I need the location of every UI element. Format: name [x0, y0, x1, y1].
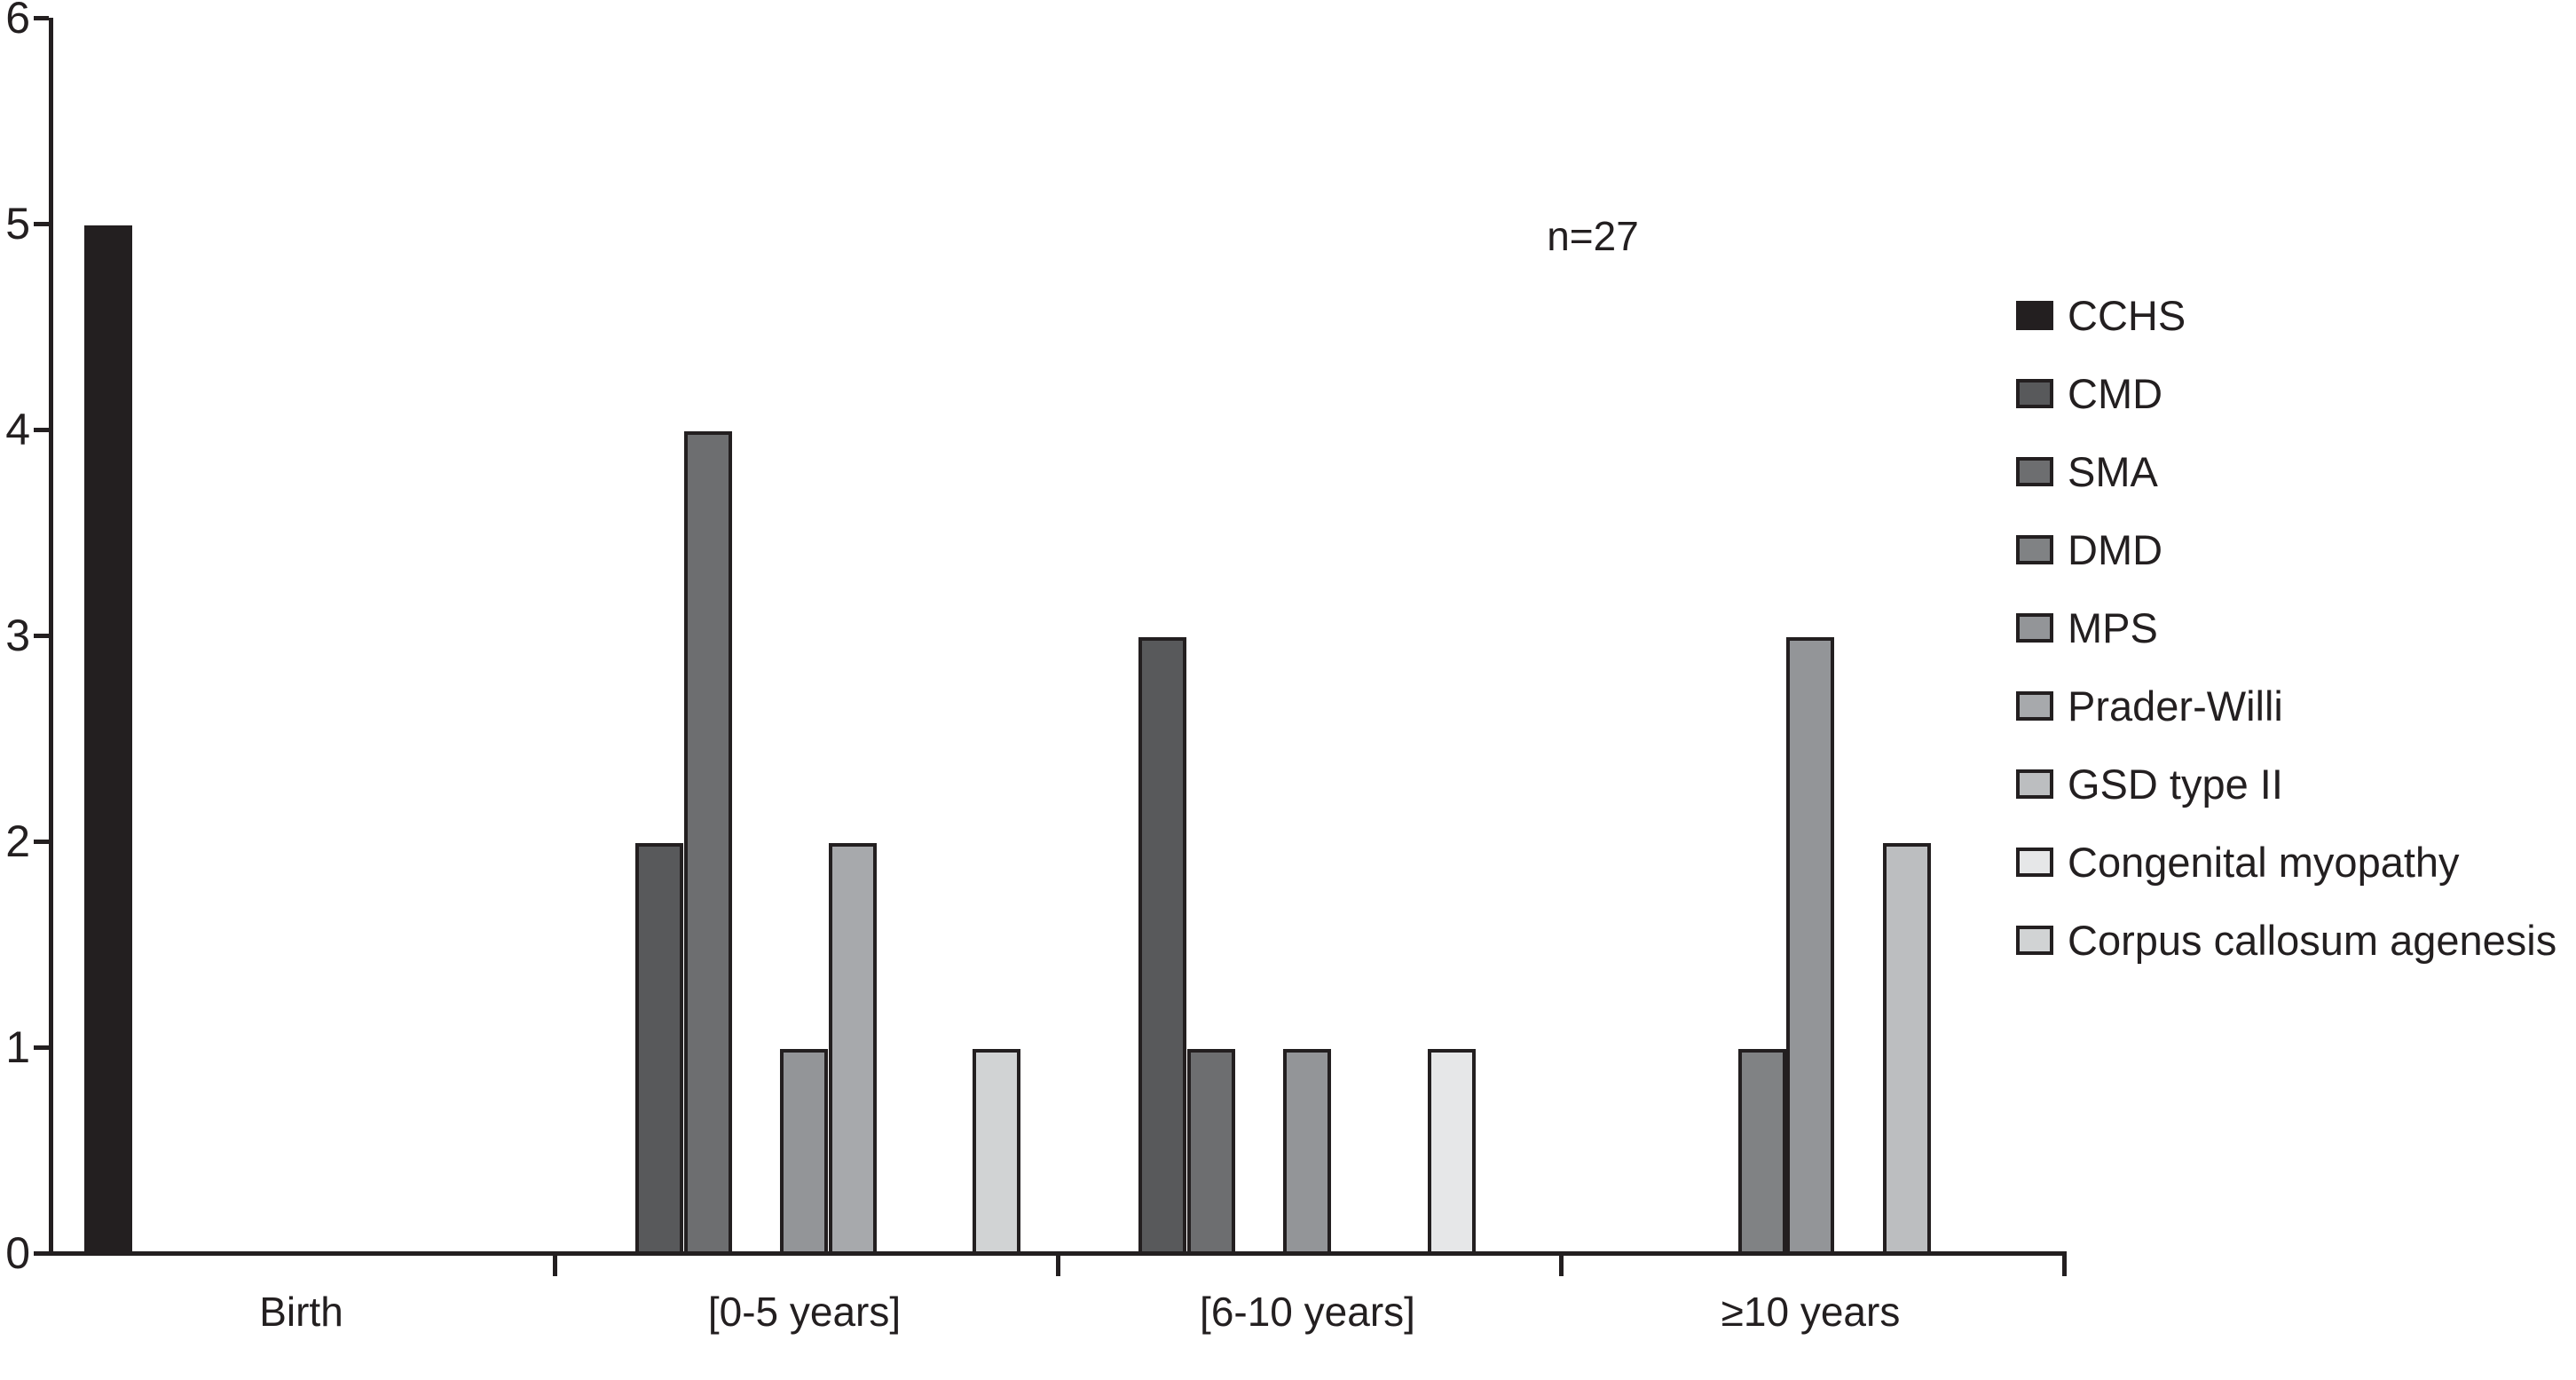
y-tick-4	[34, 428, 49, 432]
legend-swatch-cmd	[2016, 378, 2053, 408]
legend-swatch-congenital-myopathy	[2016, 847, 2053, 877]
legend-entry-mps: MPS	[2016, 588, 2556, 666]
legend-label-cchs: CCHS	[2068, 291, 2186, 339]
legend-entry-cchs: CCHS	[2016, 276, 2556, 354]
legend-swatch-corpus-callosum-agenesis	[2016, 925, 2053, 955]
bar-cmd-6-10-years	[1138, 637, 1187, 1255]
legend-swatch-gsd-type-ii	[2016, 769, 2053, 799]
y-tick-label-2: 2	[5, 816, 30, 866]
legend-label-prader-willi: Prader-Willi	[2068, 682, 2283, 729]
legend-label-congenital-myopathy: Congenital myopathy	[2068, 838, 2460, 886]
x-axis-end-tick	[2062, 1251, 2067, 1276]
bar-cchs-birth	[84, 225, 132, 1255]
y-tick-2	[34, 840, 49, 844]
legend-swatch-prader-willi	[2016, 690, 2053, 721]
bar-mps-6-10-years	[1283, 1049, 1332, 1255]
bar-sma-0-5-years	[683, 431, 732, 1255]
y-tick-label-6: 6	[5, 0, 30, 43]
legend-swatch-sma	[2016, 456, 2053, 486]
y-axis-line	[49, 18, 53, 1256]
legend-label-corpus-callosum-agenesis: Corpus callosum agenesis	[2068, 916, 2557, 964]
bar-cmd-0-5-years	[635, 843, 684, 1255]
legend-swatch-dmd	[2016, 534, 2053, 564]
legend-swatch-mps	[2016, 612, 2053, 643]
y-tick-label-0: 0	[5, 1228, 30, 1278]
bar-congenital-myopathy-6-10-years	[1428, 1049, 1477, 1255]
x-group-boundary-tick-1	[553, 1251, 557, 1276]
legend-label-dmd: DMD	[2068, 525, 2163, 573]
y-tick-5	[34, 222, 49, 226]
bar-prader-willi-0-5-years	[828, 843, 877, 1255]
y-tick-label-3: 3	[5, 611, 30, 660]
legend-label-cmd: CMD	[2068, 369, 2163, 417]
legend-entry-sma: SMA	[2016, 432, 2556, 510]
x-group-boundary-tick-2	[1056, 1251, 1060, 1276]
y-tick-label-1: 1	[5, 1022, 30, 1072]
x-category-label-birth: Birth	[259, 1289, 343, 1335]
legend: CCHS CMD SMA DMD MPS Prader-Willi GSD type II C…	[2016, 276, 2556, 979]
x-group-boundary-tick-3	[1559, 1251, 1564, 1276]
bar-mps-10-years	[1786, 637, 1835, 1255]
legend-label-gsd-type-ii: GSD type II	[2068, 760, 2283, 808]
y-tick-label-5: 5	[5, 199, 30, 248]
x-category-label-6-10-years: [6-10 years]	[1200, 1289, 1415, 1335]
bar-mps-0-5-years	[780, 1049, 829, 1255]
y-tick-1	[34, 1045, 49, 1050]
legend-entry-cmd: CMD	[2016, 354, 2556, 432]
y-tick-6	[34, 16, 49, 20]
bar-corpus-callosum-agenesis-0-5-years	[973, 1049, 1021, 1255]
legend-label-sma: SMA	[2068, 447, 2158, 495]
bar-gsd-type-ii-10-years	[1882, 843, 1931, 1255]
x-category-label-10-years: ≥10 years	[1721, 1289, 1901, 1335]
legend-label-mps: MPS	[2068, 603, 2158, 651]
sample-size-annotation: n=27	[1547, 213, 1639, 259]
y-tick-0	[34, 1251, 49, 1256]
y-tick-3	[34, 634, 49, 638]
legend-entry-prader-willi: Prader-Willi	[2016, 666, 2556, 745]
bar-dmd-10-years	[1737, 1049, 1786, 1255]
legend-entry-gsd-type-ii: GSD type II	[2016, 745, 2556, 823]
y-tick-label-4: 4	[5, 405, 30, 454]
legend-entry-dmd: DMD	[2016, 510, 2556, 588]
x-category-label-0-5-years: [0-5 years]	[707, 1289, 902, 1335]
legend-entry-congenital-myopathy: Congenital myopathy	[2016, 823, 2556, 901]
bar-sma-6-10-years	[1186, 1049, 1235, 1255]
legend-entry-corpus-callosum-agenesis: Corpus callosum agenesis	[2016, 901, 2556, 979]
legend-swatch-cchs	[2016, 300, 2053, 330]
